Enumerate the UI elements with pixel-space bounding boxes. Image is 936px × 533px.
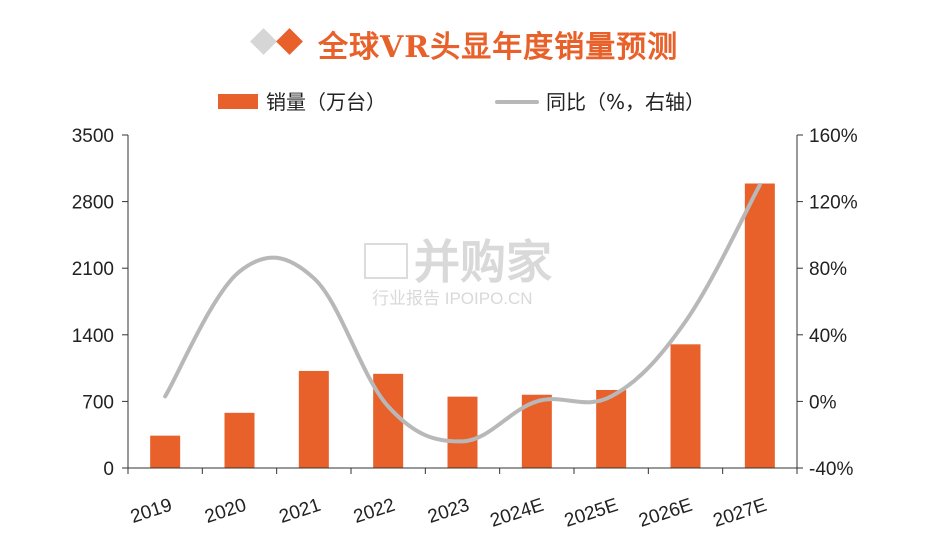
bar-2026E <box>670 344 701 468</box>
legend: 销量（万台） 同比（%，右轴） <box>0 86 936 116</box>
legend-bar-label: 销量（万台） <box>266 90 386 114</box>
right-tick-label: 120% <box>809 193 858 214</box>
left-tick-label: 1400 <box>72 326 114 347</box>
legend-bar-swatch <box>218 94 258 109</box>
bar-2027E <box>744 183 775 468</box>
bar-series <box>150 183 775 468</box>
x-tick-label-2024E: 2024E <box>488 495 547 532</box>
x-tick-label-2020: 2020 <box>202 495 249 528</box>
axes: 0 700 1400 2100 2800 3500 -40% 0% 40% 80% 120% 160%… <box>72 126 858 532</box>
left-tick-label: 2800 <box>72 193 114 214</box>
bar-2019 <box>150 435 181 468</box>
left-tick-label: 3500 <box>72 126 114 147</box>
chart-title: 全球VR头显年度销量预测 <box>318 30 679 65</box>
legend-line-label: 同比（%，右轴） <box>546 90 706 114</box>
line-series <box>163 182 762 444</box>
x-tick-label-2019: 2019 <box>128 495 175 528</box>
yoy-line <box>163 182 762 444</box>
bar-2023 <box>447 396 478 468</box>
x-tick-label-2021: 2021 <box>277 495 324 528</box>
right-tick-label: 40% <box>809 326 847 347</box>
bar-2020 <box>224 412 255 468</box>
bar-2022 <box>373 373 404 468</box>
watermark-sub: 行业报告 IPOIPO.CN <box>372 289 533 308</box>
right-tick-label: -40% <box>809 459 853 480</box>
legend-line-swatch <box>495 100 539 104</box>
x-tick-label-2023: 2023 <box>425 495 472 528</box>
bar-2021 <box>298 370 329 468</box>
bar-2025E <box>596 389 627 468</box>
x-tick-label-2027E: 2027E <box>711 495 770 532</box>
left-tick-label: 0 <box>103 459 114 480</box>
chart-title-area: 全球VR头显年度销量预测 <box>0 18 936 66</box>
right-tick-label: 0% <box>809 392 837 413</box>
watermark-logo-mark <box>364 243 408 279</box>
right-tick-label: 80% <box>809 259 847 280</box>
right-tick-label: 160% <box>809 126 858 147</box>
left-tick-label: 700 <box>82 392 114 413</box>
x-tick-label-2022: 2022 <box>351 495 398 528</box>
x-tick-label-2025E: 2025E <box>562 495 621 532</box>
watermark: 并购家 行业报告 IPOIPO.CN <box>364 235 552 308</box>
watermark-brand: 并购家 <box>414 235 552 289</box>
x-tick-label-2026E: 2026E <box>636 495 695 532</box>
left-tick-label: 2100 <box>72 259 114 280</box>
